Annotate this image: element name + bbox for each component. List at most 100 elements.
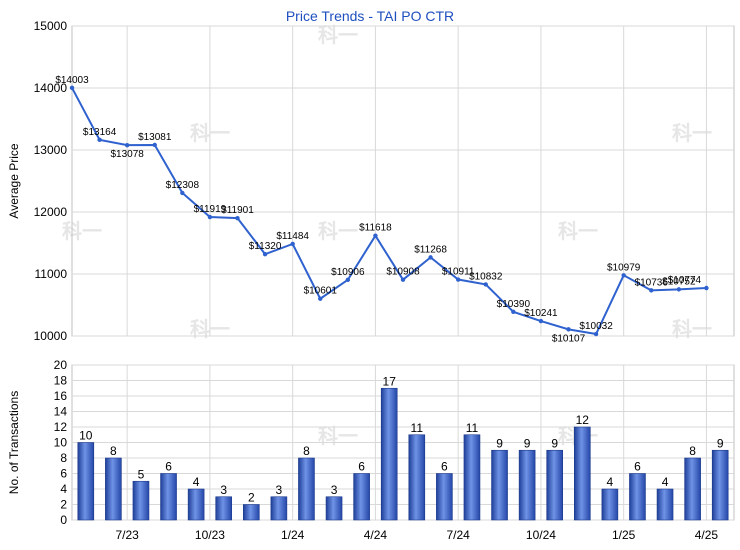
x-tick-label: 4/24 bbox=[364, 528, 388, 542]
transaction-bar bbox=[463, 434, 481, 521]
transaction-bar-label: 4 bbox=[193, 475, 200, 489]
price-point bbox=[97, 137, 102, 143]
x-tick-label: 7/23 bbox=[115, 528, 139, 542]
price-point bbox=[290, 241, 295, 247]
watermark-text: 科一 bbox=[672, 317, 712, 341]
transaction-bar bbox=[353, 473, 370, 521]
transaction-bar bbox=[132, 480, 150, 521]
price-y-tick-label: 14000 bbox=[34, 81, 68, 95]
transaction-bar bbox=[573, 426, 591, 521]
transaction-bar-label: 4 bbox=[662, 475, 669, 489]
transaction-bar bbox=[380, 387, 398, 521]
transaction-bar-label: 9 bbox=[551, 436, 558, 450]
price-point bbox=[704, 285, 709, 291]
transaction-bar-label: 11 bbox=[466, 421, 479, 435]
price-y-tick-label: 12000 bbox=[34, 205, 68, 219]
transaction-bar-label: 3 bbox=[331, 483, 338, 497]
price-point-label: $10908 bbox=[386, 267, 420, 278]
price-point-label: $11919 bbox=[194, 204, 227, 215]
price-point bbox=[124, 142, 130, 148]
transaction-bar bbox=[711, 449, 729, 521]
transaction-bar bbox=[601, 488, 619, 521]
price-point-label: $14003 bbox=[55, 75, 89, 86]
transaction-bar-label: 5 bbox=[138, 467, 145, 481]
price-point-label: $10601 bbox=[304, 286, 338, 297]
price-point-label: $11268 bbox=[414, 244, 447, 255]
price-point-label: $10736 bbox=[635, 277, 669, 288]
price-point-label: $10906 bbox=[331, 267, 365, 278]
price-line-panel: 10000 11000 12000 13000 14000 15000 Average Pr… bbox=[7, 19, 735, 344]
transaction-bar-label: 8 bbox=[110, 444, 117, 458]
transaction-bar bbox=[215, 496, 233, 521]
transactions-y-tick-label: 6 bbox=[60, 467, 67, 481]
transaction-bar bbox=[298, 457, 315, 521]
transactions-y-tick-label: 10 bbox=[54, 436, 68, 450]
price-point bbox=[566, 327, 571, 332]
transaction-bar bbox=[491, 449, 508, 521]
price-point bbox=[152, 142, 157, 148]
price-point bbox=[676, 287, 682, 292]
transaction-bar bbox=[187, 488, 205, 521]
watermark-text: 科一 bbox=[318, 219, 358, 243]
transaction-bar-label: 8 bbox=[689, 444, 696, 458]
transaction-bar bbox=[684, 457, 701, 521]
price-y-tick-label: 13000 bbox=[34, 143, 68, 157]
transaction-bar bbox=[518, 449, 536, 521]
price-point-label: $11901 bbox=[221, 205, 254, 216]
transaction-bar bbox=[629, 473, 646, 521]
price-point-label: $11618 bbox=[359, 223, 392, 234]
x-tick-label: 7/24 bbox=[446, 528, 470, 542]
price-point bbox=[345, 277, 351, 283]
transaction-bar bbox=[242, 504, 260, 521]
price-point-label: $13164 bbox=[83, 127, 117, 138]
transactions-y-tick-label: 14 bbox=[54, 405, 68, 419]
x-tick-label: 10/23 bbox=[195, 528, 225, 542]
price-point bbox=[373, 233, 378, 238]
price-point-label: $10107 bbox=[552, 333, 586, 344]
price-point-label: $10979 bbox=[607, 262, 641, 273]
price-point-label: $10032 bbox=[579, 321, 613, 332]
price-point bbox=[428, 255, 433, 260]
transactions-y-tick-label: 16 bbox=[54, 389, 68, 403]
x-tick-label: 1/24 bbox=[281, 528, 305, 542]
transaction-bar-label: 9 bbox=[524, 436, 531, 450]
x-tick-label: 1/25 bbox=[612, 528, 636, 542]
transaction-bar bbox=[270, 496, 288, 521]
price-point-label: $11320 bbox=[249, 241, 282, 252]
transaction-bar-label: 6 bbox=[358, 460, 365, 474]
transaction-bar bbox=[408, 434, 426, 521]
price-point bbox=[180, 190, 185, 196]
price-point-label: $13078 bbox=[110, 149, 144, 160]
price-y-tick-label: 10000 bbox=[34, 329, 68, 343]
transaction-bar-label: 10 bbox=[79, 429, 93, 443]
price-y-tick-label: 11000 bbox=[35, 267, 68, 281]
watermark-text: 科一 bbox=[318, 424, 358, 448]
price-point-label: $10241 bbox=[524, 308, 558, 319]
transaction-bar bbox=[546, 449, 564, 521]
price-point bbox=[69, 85, 75, 91]
price-y-tick-label: 15000 bbox=[34, 19, 68, 33]
price-point bbox=[400, 277, 406, 282]
transactions-y-tick-label: 2 bbox=[60, 498, 67, 512]
price-point-label: $12308 bbox=[166, 180, 200, 191]
watermark-text: 科一 bbox=[672, 121, 712, 145]
watermark-text: 科一 bbox=[318, 23, 358, 47]
transaction-bar bbox=[77, 442, 95, 521]
x-tick-label: 4/25 bbox=[695, 528, 719, 542]
transaction-bar-label: 6 bbox=[165, 460, 172, 474]
price-point bbox=[262, 251, 268, 257]
price-point bbox=[318, 296, 323, 301]
transactions-y-tick-label: 8 bbox=[60, 451, 67, 465]
chart-title: Price Trends - TAI PO CTR bbox=[286, 8, 454, 24]
transaction-bar bbox=[160, 473, 177, 521]
transactions-y-tick-label: 12 bbox=[54, 420, 68, 434]
transaction-bar bbox=[105, 457, 122, 521]
transactions-y-axis-title: No. of Transactions bbox=[7, 391, 21, 494]
price-point bbox=[207, 214, 213, 220]
transaction-bar-label: 6 bbox=[441, 460, 448, 474]
price-point bbox=[621, 273, 626, 278]
transaction-bar-label: 4 bbox=[607, 475, 614, 489]
price-point-label: $13081 bbox=[138, 132, 172, 143]
transaction-bar-label: 17 bbox=[383, 374, 397, 388]
